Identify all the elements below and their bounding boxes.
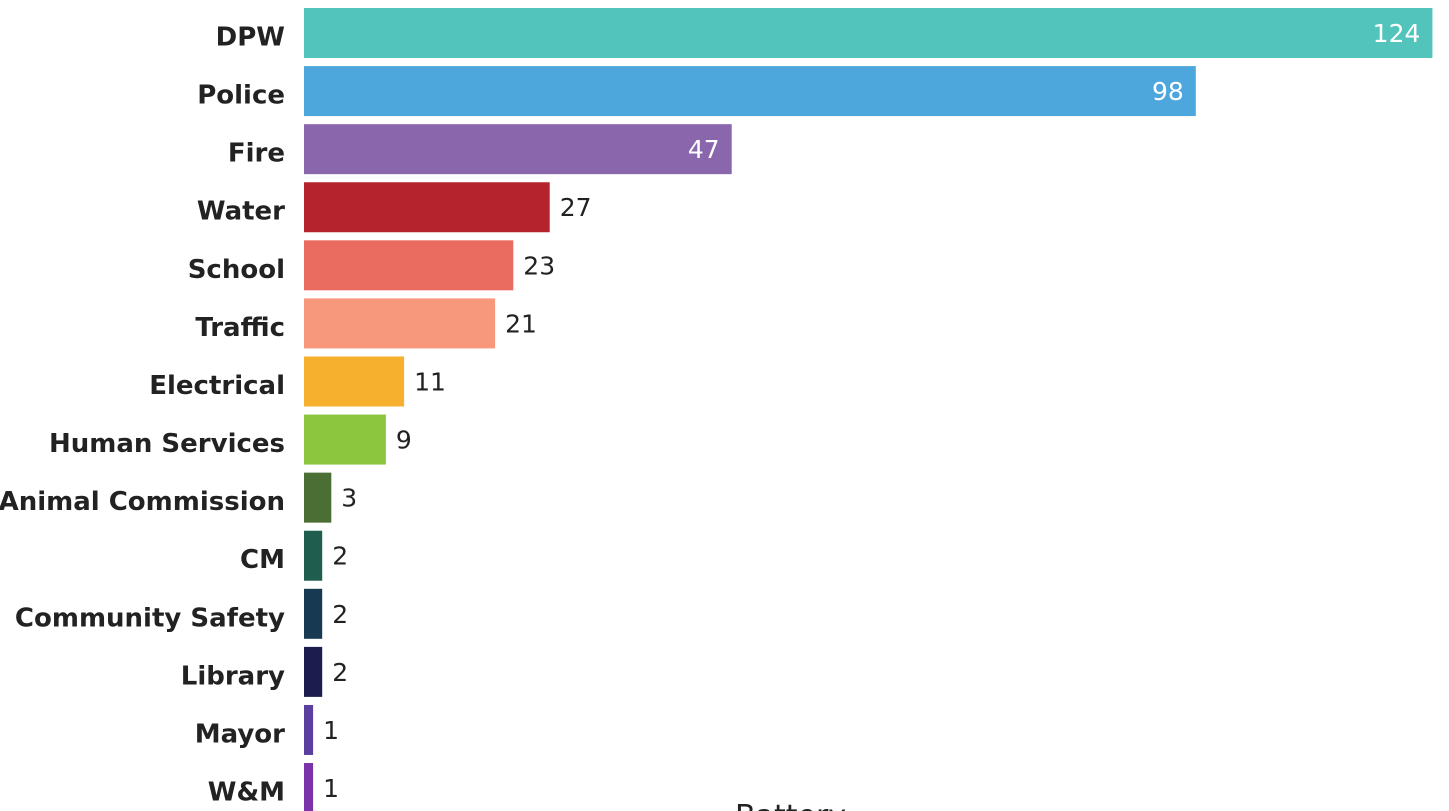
category-label: Police (197, 81, 285, 111)
bar (304, 472, 332, 523)
bar (304, 124, 732, 175)
value-label: 124 (1373, 19, 1421, 48)
value-label: 2 (332, 542, 348, 571)
value-label: 23 (523, 251, 555, 280)
annotation: Battery (735, 799, 846, 811)
category-label: W&M (208, 778, 285, 808)
value-label: 2 (332, 658, 348, 687)
value-label: 1 (323, 716, 339, 745)
bar (304, 8, 1433, 58)
category-label: Animal Commission (0, 487, 285, 517)
value-label: 1 (323, 774, 339, 803)
value-label: 3 (341, 484, 357, 513)
bar (304, 588, 323, 639)
bar (304, 763, 314, 811)
bar (304, 530, 323, 581)
bar (304, 66, 1196, 117)
bar (304, 704, 314, 755)
category-label: CM (240, 545, 285, 575)
bar (304, 414, 386, 465)
bar (304, 240, 514, 291)
value-label: 11 (414, 367, 446, 396)
value-label: 2 (332, 600, 348, 629)
category-label: School (188, 255, 285, 285)
value-label: 47 (688, 135, 720, 164)
category-label: Traffic (195, 313, 285, 343)
bar (304, 182, 550, 233)
bar (304, 298, 496, 349)
category-label: Human Services (49, 429, 285, 459)
category-label: Water (197, 197, 285, 227)
value-label: 27 (560, 193, 592, 222)
value-label: 98 (1152, 77, 1184, 106)
value-label: 21 (505, 309, 537, 338)
bar (304, 646, 323, 697)
bar (304, 356, 405, 407)
category-label: Community Safety (15, 603, 285, 633)
category-label: Library (181, 661, 285, 691)
category-label: Mayor (195, 719, 285, 749)
category-label: Electrical (149, 371, 285, 401)
category-label: DPW (216, 23, 285, 53)
value-label: 9 (396, 426, 412, 455)
category-label: Fire (228, 139, 285, 169)
